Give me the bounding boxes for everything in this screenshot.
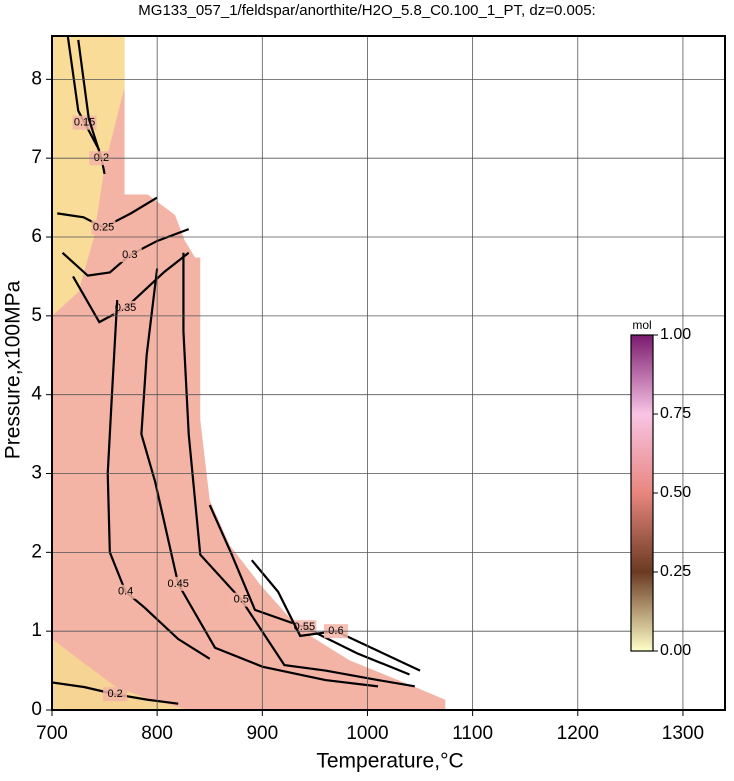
x-axis-label: Temperature,°C bbox=[316, 750, 463, 773]
y-tick-label: 0 bbox=[31, 699, 42, 720]
x-tick-label: 1000 bbox=[346, 723, 388, 744]
colorbar bbox=[630, 334, 654, 652]
contour-label-bg bbox=[166, 576, 191, 591]
colorbar-tick-label: 0.00 bbox=[660, 642, 691, 659]
colorbar-tick-label: 0.50 bbox=[660, 484, 691, 501]
field-region bbox=[52, 36, 125, 316]
x-tick-label: 1300 bbox=[662, 723, 704, 744]
y-tick-label: 1 bbox=[31, 620, 42, 641]
x-tick-label: 1200 bbox=[557, 723, 599, 744]
contour-label: 0.35 bbox=[115, 302, 136, 314]
contour-label-bg bbox=[103, 687, 128, 702]
colorbar-tick-label: 1.00 bbox=[660, 326, 691, 343]
contour-line bbox=[250, 559, 421, 672]
colorbar-tick-label: 0.75 bbox=[660, 405, 691, 422]
y-tick-label: 5 bbox=[31, 305, 42, 326]
y-tick-label: 6 bbox=[31, 226, 42, 247]
contour-label-bg bbox=[113, 584, 138, 599]
colorbar-label: mol bbox=[632, 318, 651, 332]
contour-line bbox=[61, 228, 190, 277]
contour-label-bg bbox=[91, 220, 116, 235]
contour-label: 0.45 bbox=[167, 578, 188, 590]
contour-label-bg bbox=[113, 300, 138, 315]
y-tick-label: 8 bbox=[31, 68, 42, 89]
x-tick-label: 800 bbox=[141, 723, 173, 744]
x-tick-label: 700 bbox=[36, 723, 68, 744]
contour-label: 0.2 bbox=[107, 688, 122, 700]
x-tick-label: 1100 bbox=[452, 723, 493, 744]
contour-label: 0.5 bbox=[234, 594, 249, 606]
contour-line bbox=[208, 504, 410, 676]
chart-title: MG133_057_1/feldspar/anorthite/H2O_5.8_C… bbox=[138, 2, 595, 19]
y-tick-label: 4 bbox=[31, 384, 42, 405]
field-region bbox=[52, 639, 189, 710]
y-axis-label: Pressure,x100MPa bbox=[2, 280, 25, 459]
contour-label-bg bbox=[229, 592, 254, 607]
y-tick-label: 2 bbox=[31, 541, 42, 562]
contour-label: 0.25 bbox=[93, 221, 114, 233]
contour-label: 0.55 bbox=[294, 621, 315, 633]
contour-label-bg bbox=[117, 248, 142, 263]
x-tick-label: 900 bbox=[246, 723, 278, 744]
y-tick-label: 3 bbox=[31, 463, 42, 484]
contour-label: 0.4 bbox=[118, 586, 133, 598]
colorbar-tick-label: 0.25 bbox=[660, 563, 691, 580]
field-region bbox=[52, 36, 446, 710]
contour-label: 0.15 bbox=[74, 117, 95, 129]
contour-line bbox=[106, 300, 211, 660]
y-tick-label: 7 bbox=[31, 147, 42, 168]
contour-label: 0.3 bbox=[122, 249, 137, 261]
plot-frame bbox=[51, 35, 726, 711]
